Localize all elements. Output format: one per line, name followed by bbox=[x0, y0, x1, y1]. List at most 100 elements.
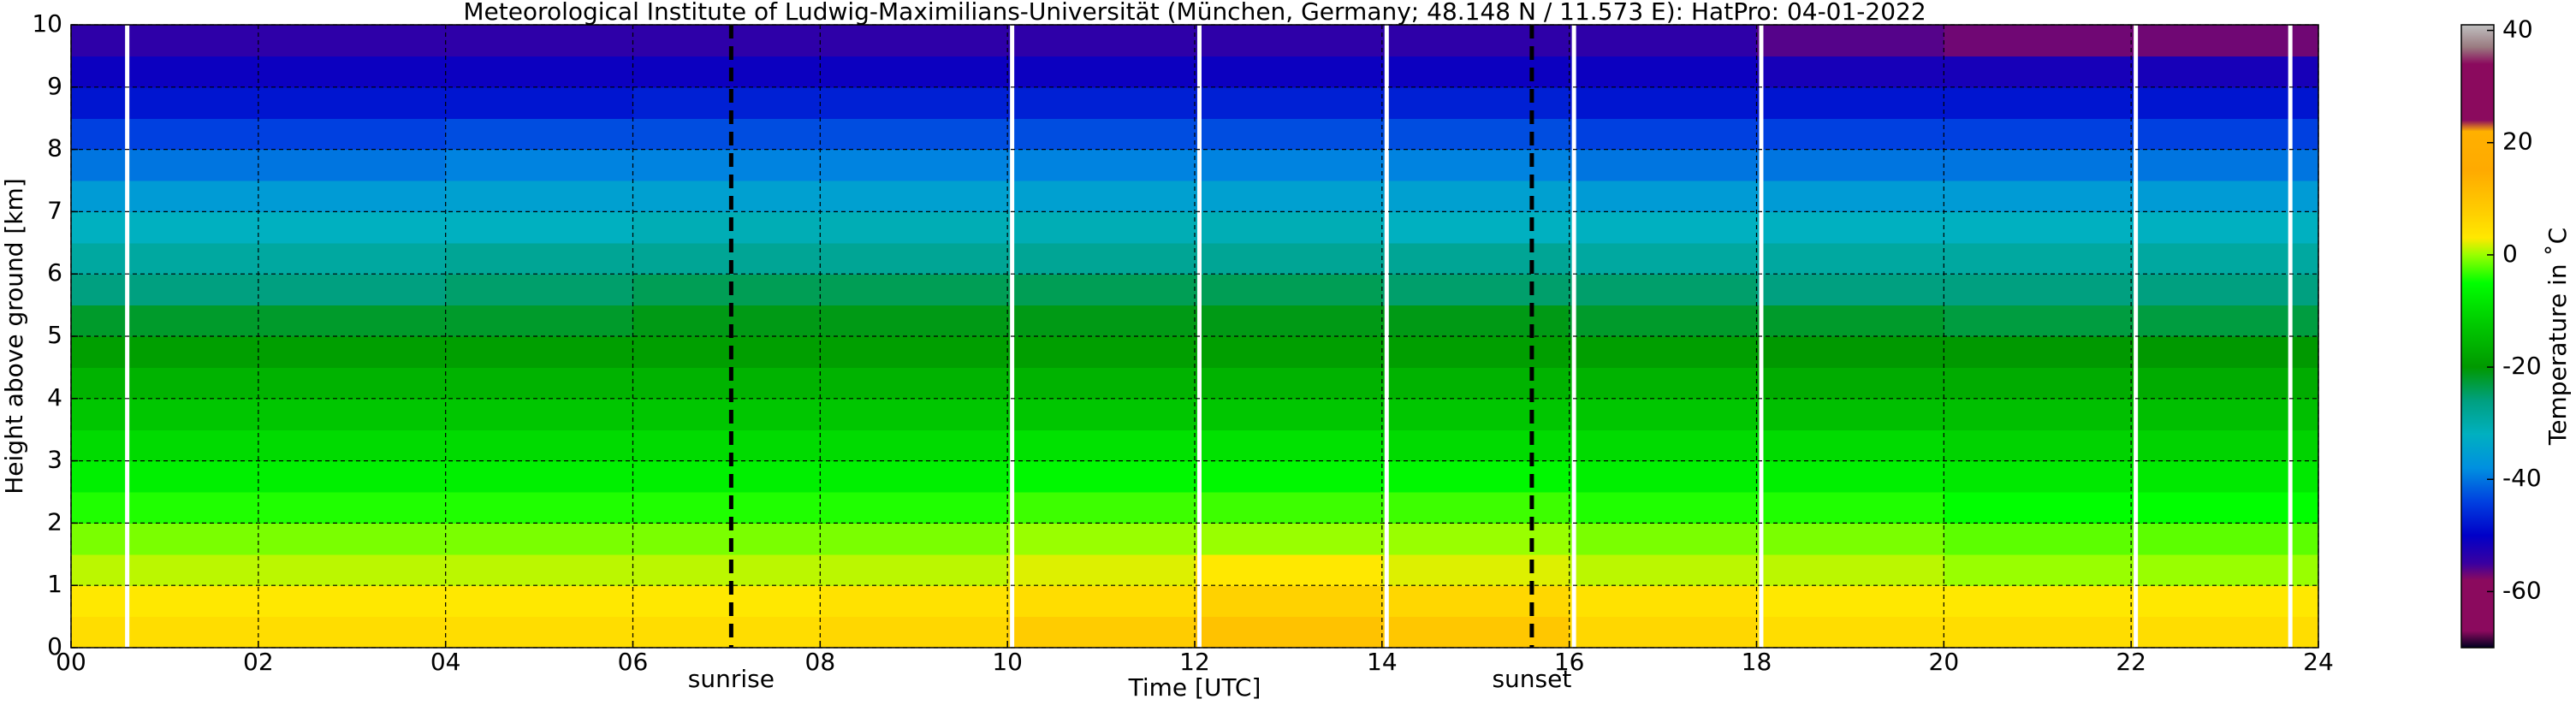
chart-title: Meteorological Institute of Ludwig-Maxim… bbox=[463, 0, 1926, 26]
heatmap-cell bbox=[445, 181, 634, 212]
heatmap-cell bbox=[1381, 211, 1570, 244]
x-tick-label: 18 bbox=[1742, 648, 1772, 676]
heatmap-cell bbox=[1195, 118, 1383, 151]
heatmap-cell bbox=[1381, 86, 1570, 119]
heatmap-cell bbox=[632, 367, 821, 400]
y-tick-label: 2 bbox=[47, 507, 62, 536]
y-tick-label: 0 bbox=[47, 632, 62, 661]
heatmap-cell bbox=[2131, 242, 2319, 275]
heatmap-cell bbox=[1756, 460, 1944, 493]
x-tick-label: 10 bbox=[992, 648, 1023, 676]
heatmap-cell bbox=[258, 149, 447, 181]
heatmap-cell bbox=[1195, 149, 1383, 181]
heatmap-cell bbox=[1569, 242, 1758, 275]
heatmap-cell bbox=[1381, 242, 1570, 275]
x-tick-label: 08 bbox=[805, 648, 836, 676]
heatmap-cell bbox=[820, 430, 1008, 462]
heatmap-cell bbox=[632, 149, 821, 181]
heatmap-cell bbox=[1756, 305, 1944, 337]
heatmap-cell bbox=[1007, 523, 1196, 555]
heatmap-cell bbox=[1944, 398, 2132, 430]
heatmap-cell bbox=[820, 25, 1008, 56]
heatmap-cell bbox=[258, 242, 447, 275]
x-tick-label: 22 bbox=[2116, 648, 2146, 676]
heatmap-cell bbox=[445, 56, 634, 88]
heatmap-cell bbox=[632, 398, 821, 430]
heatmap-cell bbox=[1195, 460, 1383, 493]
heatmap-cell bbox=[632, 56, 821, 88]
heatmap-cell bbox=[1944, 523, 2132, 555]
heatmap-cell bbox=[445, 149, 634, 181]
heatmap-cell bbox=[1007, 56, 1196, 88]
heatmap-cell bbox=[258, 25, 447, 56]
heatmap-cell bbox=[1195, 86, 1383, 119]
y-axis-label: Height above ground [km] bbox=[0, 178, 28, 495]
y-tick-label: 9 bbox=[47, 72, 62, 100]
heatmap-cell bbox=[820, 492, 1008, 524]
heatmap-cell bbox=[1007, 25, 1196, 56]
heatmap-cell bbox=[820, 149, 1008, 181]
heatmap-cell bbox=[445, 554, 634, 586]
heatmap-cell bbox=[1756, 86, 1944, 119]
heatmap-cell bbox=[632, 554, 821, 586]
heatmap-cell bbox=[258, 305, 447, 337]
heatmap-cell bbox=[71, 274, 259, 306]
x-tick-label: 00 bbox=[56, 648, 86, 676]
heatmap-cell bbox=[1569, 86, 1758, 119]
heatmap-cell bbox=[258, 585, 447, 618]
heatmap-cell bbox=[71, 149, 259, 181]
heatmap-cell bbox=[1195, 56, 1383, 88]
heatmap-cell bbox=[1381, 118, 1570, 151]
heatmap-cell bbox=[258, 430, 447, 462]
heatmap-cell bbox=[1756, 616, 1944, 649]
heatmap-cell bbox=[820, 367, 1008, 400]
heatmap-cell bbox=[1756, 336, 1944, 368]
heatmap-cell bbox=[445, 430, 634, 462]
heatmap-cell bbox=[2131, 118, 2319, 151]
heatmap-cell bbox=[71, 211, 259, 244]
heatmap-cell bbox=[1195, 305, 1383, 337]
heatmap-cell bbox=[2131, 367, 2319, 400]
colorbar-tick-label: -20 bbox=[2502, 352, 2542, 380]
heatmap-cell bbox=[820, 460, 1008, 493]
heatmap-cell bbox=[71, 118, 259, 151]
x-tick-label: 16 bbox=[1554, 648, 1585, 676]
heatmap-cell bbox=[1944, 585, 2132, 618]
heatmap-cell bbox=[258, 554, 447, 586]
x-tick-label: 12 bbox=[1179, 648, 1210, 676]
heatmap-cell bbox=[1756, 118, 1944, 151]
heatmap-cell bbox=[1756, 554, 1944, 586]
heatmap-cell bbox=[258, 367, 447, 400]
heatmap-cell bbox=[1007, 430, 1196, 462]
heatmap-cell bbox=[820, 86, 1008, 119]
heatmap-cell bbox=[820, 118, 1008, 151]
heatmap-cell bbox=[1569, 149, 1758, 181]
heatmap-cell bbox=[445, 336, 634, 368]
heatmap-cell bbox=[445, 460, 634, 493]
heatmap-cell bbox=[1756, 523, 1944, 555]
heatmap-cell bbox=[258, 523, 447, 555]
y-tick-label: 6 bbox=[47, 258, 62, 287]
heatmap-cell bbox=[1944, 118, 2132, 151]
colorbar-tick-label: 0 bbox=[2502, 240, 2518, 268]
heatmap-cell bbox=[632, 460, 821, 493]
heatmap-cell bbox=[258, 398, 447, 430]
heatmap-cell bbox=[71, 181, 259, 212]
heatmap-cell bbox=[2131, 492, 2319, 524]
heatmap-cell bbox=[1195, 616, 1383, 649]
colorbar-label: Temperature in ˚C bbox=[2543, 228, 2572, 446]
heatmap-cell bbox=[2131, 25, 2319, 56]
heatmap-cell bbox=[2131, 585, 2319, 618]
heatmap-cell bbox=[1569, 56, 1758, 88]
heatmap-cell bbox=[1195, 492, 1383, 524]
heatmap-cell bbox=[820, 523, 1008, 555]
heatmap-cell bbox=[258, 492, 447, 524]
colorbar bbox=[2460, 24, 2495, 649]
heatmap-cell bbox=[1381, 492, 1570, 524]
x-tick-label: 24 bbox=[2303, 648, 2334, 676]
heatmap-cell bbox=[632, 585, 821, 618]
heatmap-cell bbox=[1756, 585, 1944, 618]
heatmap-cell bbox=[1381, 460, 1570, 493]
heatmap-cell bbox=[258, 211, 447, 244]
heatmap-cell bbox=[1944, 492, 2132, 524]
